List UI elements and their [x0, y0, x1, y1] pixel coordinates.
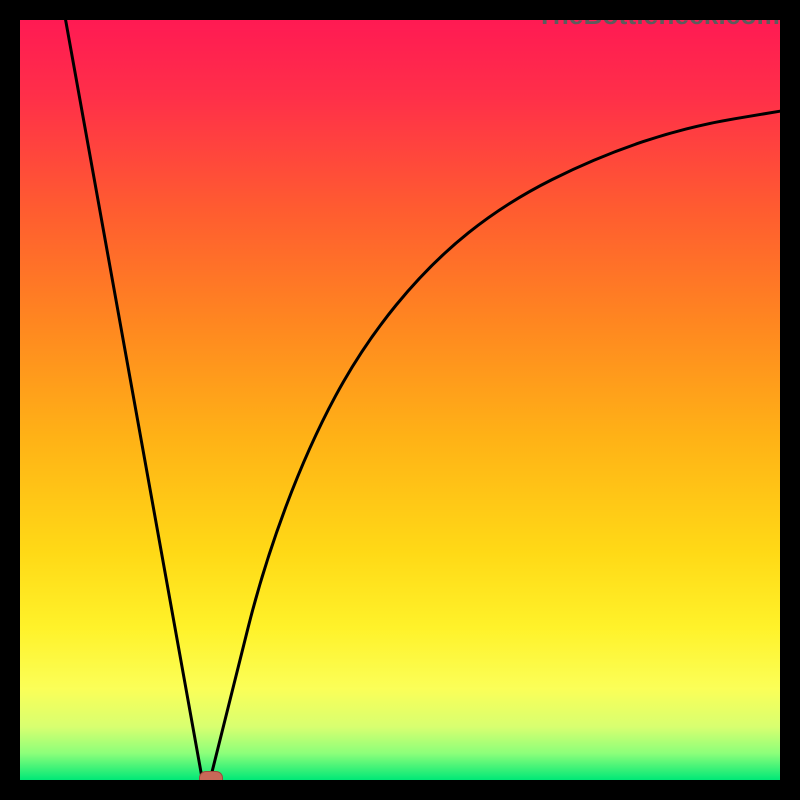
border-right — [780, 0, 800, 800]
bottleneck-curve — [0, 0, 800, 800]
chart-frame: TheBottleneck.com — [0, 0, 800, 800]
border-bottom — [0, 780, 800, 800]
border-top — [0, 0, 800, 20]
curve-path — [66, 20, 780, 782]
border-left — [0, 0, 20, 800]
